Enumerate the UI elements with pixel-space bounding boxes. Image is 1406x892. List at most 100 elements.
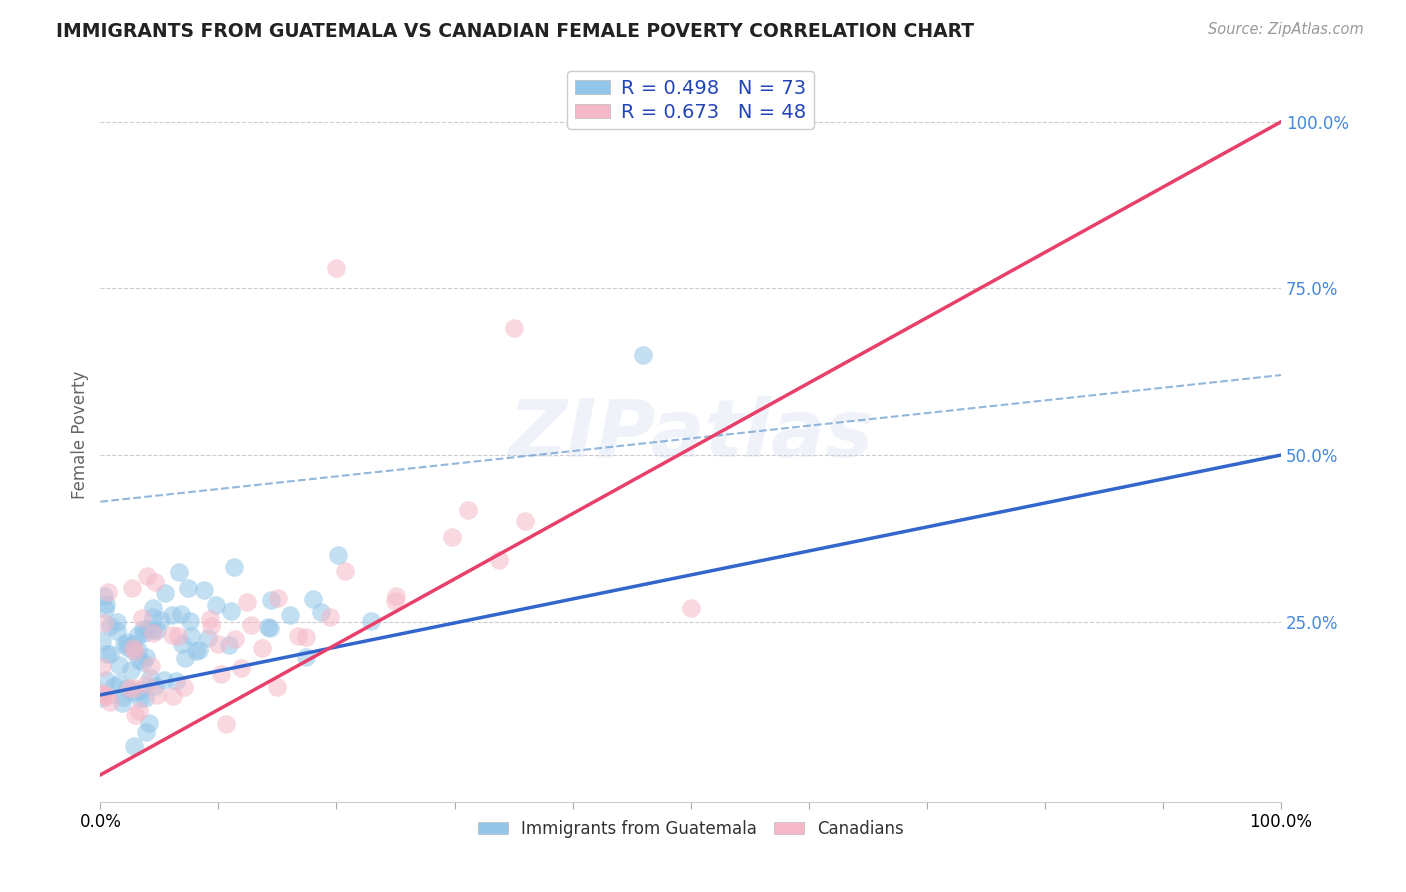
Point xyxy=(112,690,135,705)
Point xyxy=(124,707,146,722)
Point xyxy=(170,607,193,622)
Point xyxy=(120,663,142,677)
Point xyxy=(149,613,172,627)
Point xyxy=(236,595,259,609)
Point xyxy=(153,673,176,687)
Point xyxy=(108,676,131,690)
Point xyxy=(135,677,157,691)
Point xyxy=(134,690,156,705)
Point xyxy=(219,604,242,618)
Point xyxy=(278,608,301,623)
Point xyxy=(204,598,226,612)
Point xyxy=(267,591,290,605)
Point xyxy=(457,503,479,517)
Y-axis label: Female Poverty: Female Poverty xyxy=(72,371,89,500)
Point xyxy=(129,682,152,697)
Point xyxy=(138,671,160,685)
Point xyxy=(96,689,118,703)
Point xyxy=(143,679,166,693)
Point xyxy=(145,689,167,703)
Point xyxy=(132,655,155,669)
Point xyxy=(222,560,245,574)
Point xyxy=(112,637,135,651)
Text: ZIPatlas: ZIPatlas xyxy=(508,396,873,474)
Point xyxy=(142,601,165,615)
Point xyxy=(121,644,143,658)
Point xyxy=(94,673,117,687)
Point xyxy=(128,691,150,706)
Point xyxy=(122,684,145,698)
Point xyxy=(160,607,183,622)
Point xyxy=(179,615,201,629)
Point xyxy=(295,650,318,665)
Point xyxy=(319,610,342,624)
Point xyxy=(309,605,332,619)
Point xyxy=(142,610,165,624)
Point xyxy=(200,619,222,633)
Point xyxy=(135,569,157,583)
Point xyxy=(94,602,117,616)
Point xyxy=(333,564,356,578)
Point xyxy=(193,583,215,598)
Point xyxy=(139,658,162,673)
Text: IMMIGRANTS FROM GUATEMALA VS CANADIAN FEMALE POVERTY CORRELATION CHART: IMMIGRANTS FROM GUATEMALA VS CANADIAN FE… xyxy=(56,22,974,41)
Point xyxy=(385,590,408,604)
Point xyxy=(90,660,112,674)
Point xyxy=(127,643,149,657)
Point xyxy=(135,725,157,739)
Point xyxy=(218,638,240,652)
Point xyxy=(97,584,120,599)
Point xyxy=(165,674,187,689)
Point xyxy=(98,695,121,709)
Point xyxy=(100,647,122,661)
Point xyxy=(155,586,177,600)
Point xyxy=(229,660,252,674)
Point xyxy=(127,628,149,642)
Point xyxy=(111,696,134,710)
Point xyxy=(326,548,349,562)
Point xyxy=(177,582,200,596)
Point xyxy=(115,681,138,695)
Point xyxy=(166,629,188,643)
Point xyxy=(98,619,121,633)
Point xyxy=(90,687,112,701)
Point xyxy=(294,630,316,644)
Point xyxy=(173,680,195,694)
Point xyxy=(259,592,281,607)
Point xyxy=(180,629,202,643)
Text: Source: ZipAtlas.com: Source: ZipAtlas.com xyxy=(1208,22,1364,37)
Point xyxy=(198,612,221,626)
Point xyxy=(360,614,382,628)
Point xyxy=(187,642,209,657)
Point xyxy=(124,644,146,658)
Point xyxy=(513,514,536,528)
Point xyxy=(142,624,165,638)
Point xyxy=(384,594,406,608)
Point xyxy=(266,680,288,694)
Point xyxy=(103,679,125,693)
Point xyxy=(142,626,165,640)
Point xyxy=(124,739,146,754)
Point xyxy=(122,681,145,696)
Point xyxy=(131,611,153,625)
Point xyxy=(90,690,112,705)
Point xyxy=(93,690,115,704)
Point xyxy=(488,553,510,567)
Point xyxy=(90,685,112,699)
Legend: Immigrants from Guatemala, Canadians: Immigrants from Guatemala, Canadians xyxy=(471,814,910,845)
Point xyxy=(207,637,229,651)
Point xyxy=(160,628,183,642)
Point xyxy=(259,621,281,635)
Point xyxy=(145,623,167,637)
Point xyxy=(197,631,219,645)
Point xyxy=(502,321,524,335)
Point xyxy=(96,647,118,661)
Point xyxy=(184,644,207,658)
Point xyxy=(136,622,159,636)
Point xyxy=(105,624,128,638)
Point xyxy=(128,704,150,718)
Point xyxy=(115,635,138,649)
Point xyxy=(128,653,150,667)
Point xyxy=(121,582,143,596)
Point xyxy=(162,689,184,703)
